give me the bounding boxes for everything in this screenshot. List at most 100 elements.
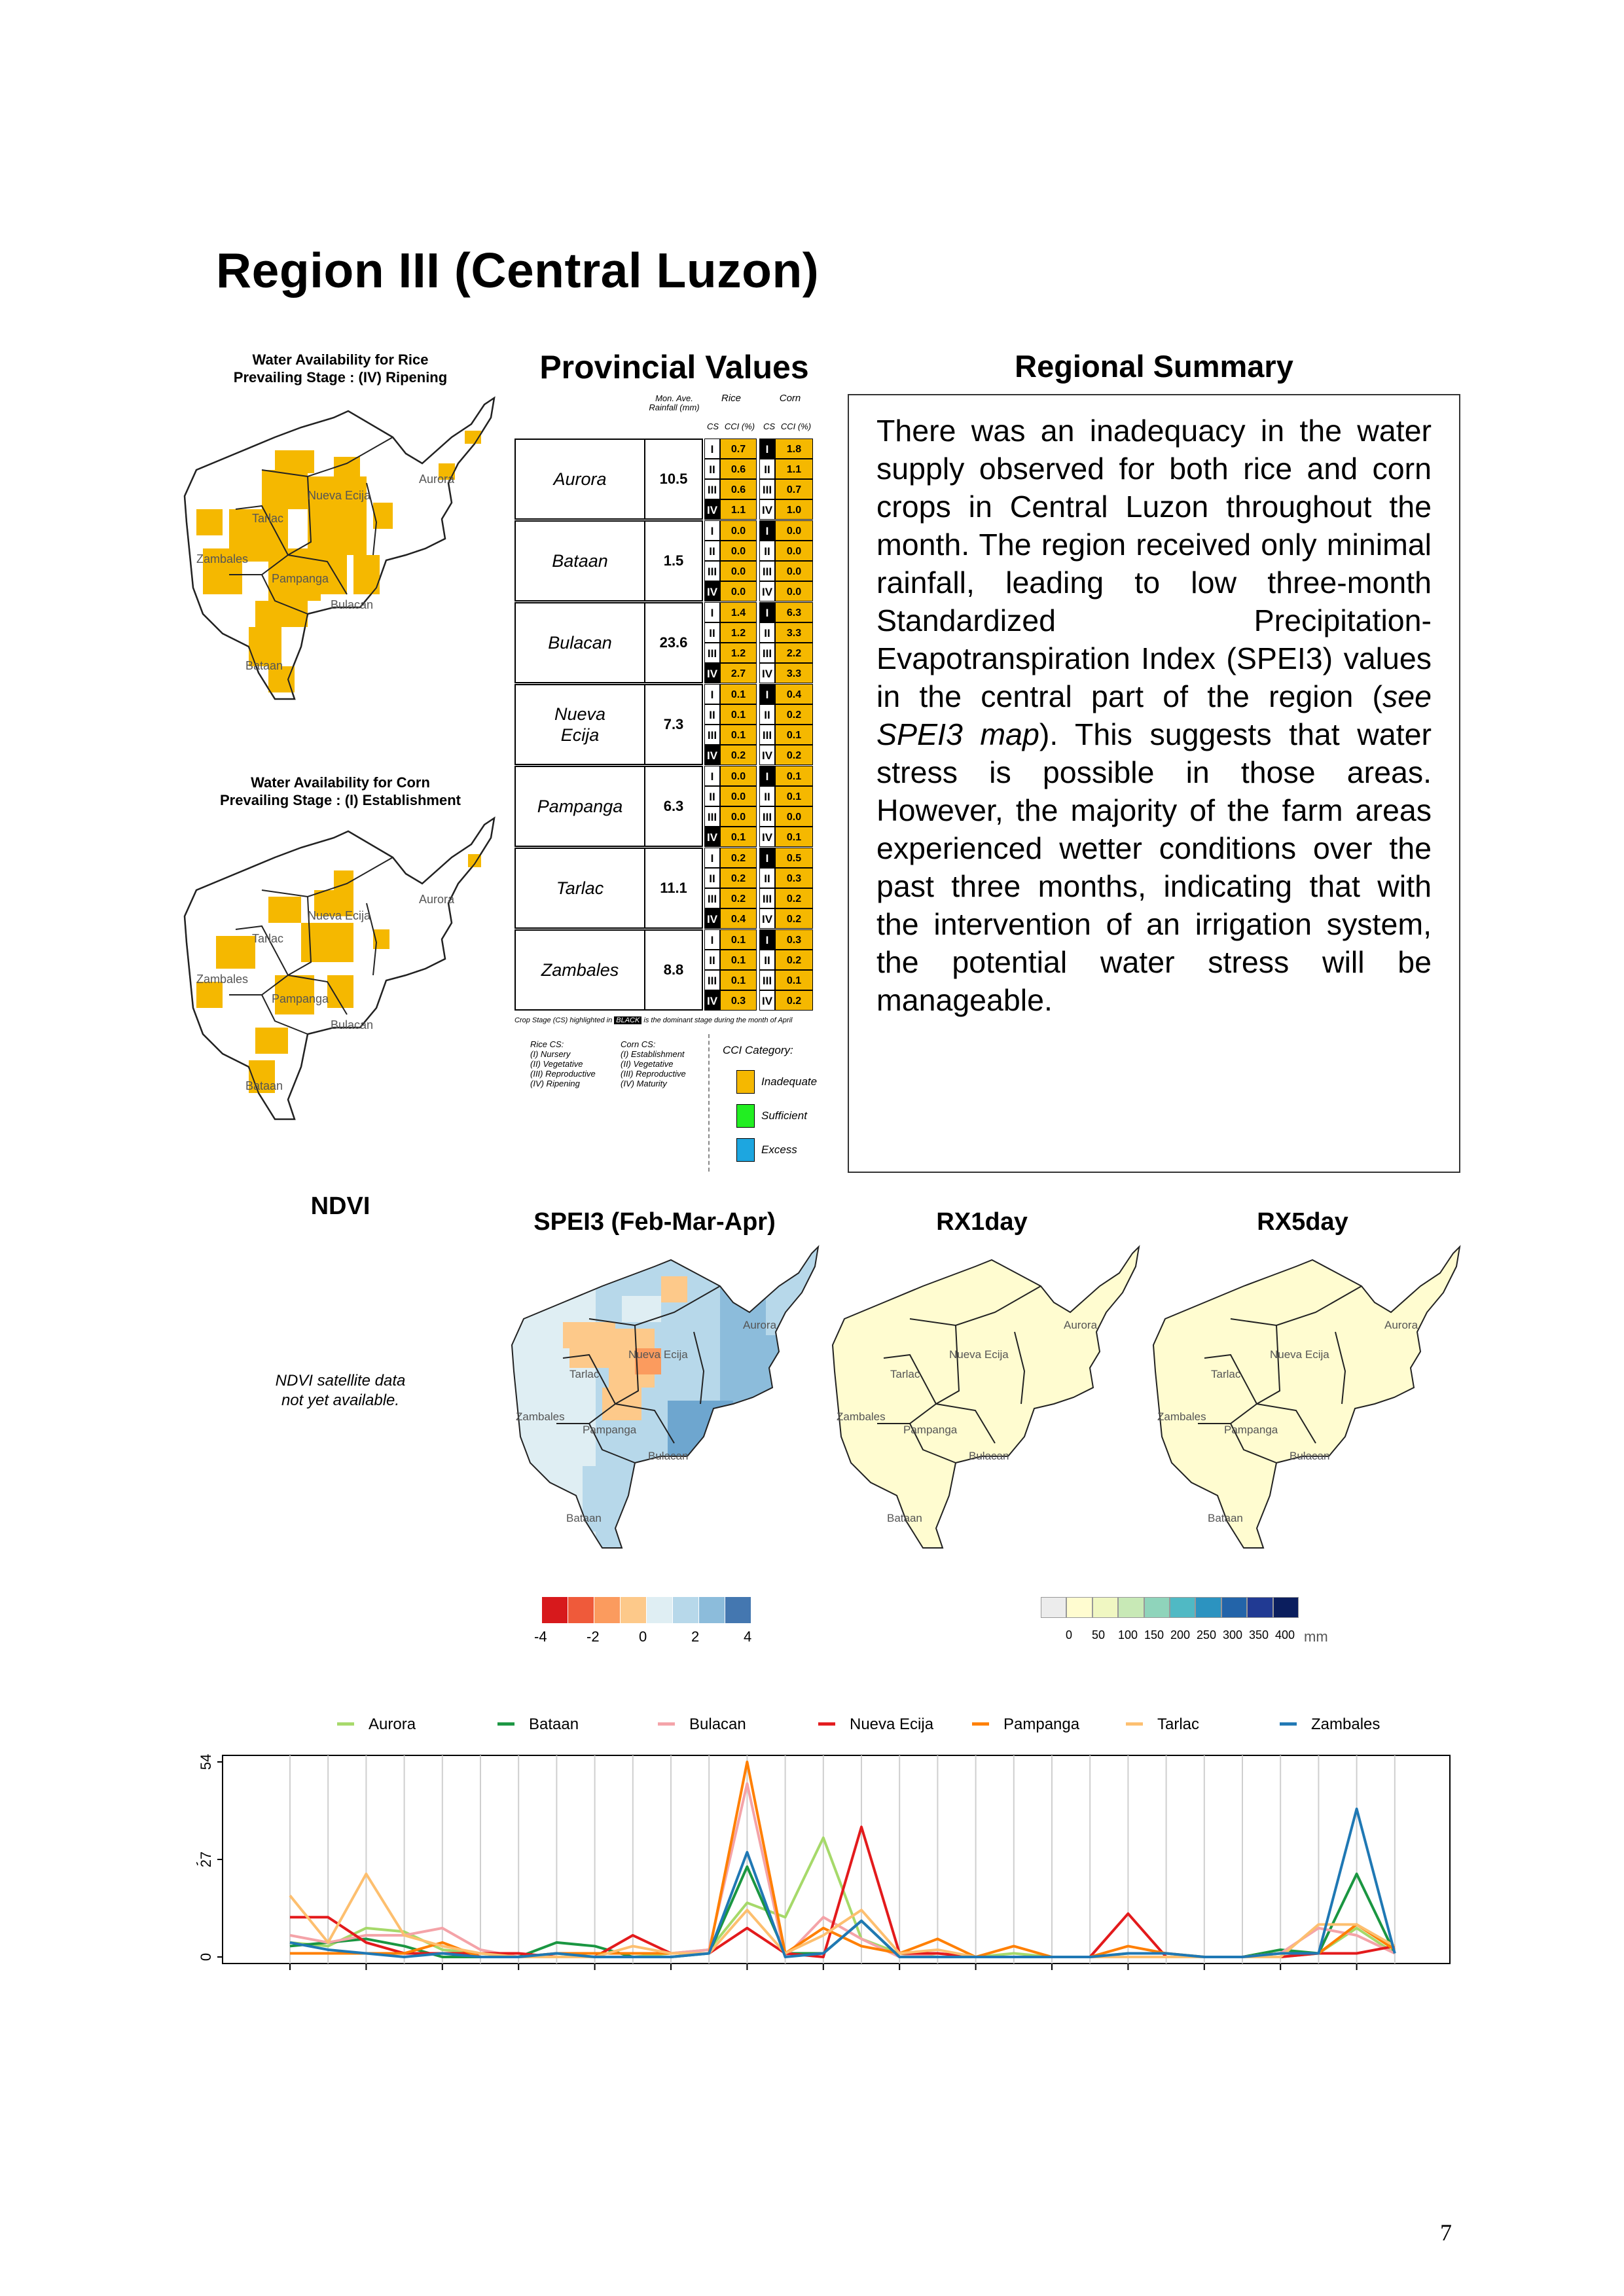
rice-crop-stage: II bbox=[704, 868, 720, 888]
rice-crop-stage: I bbox=[704, 929, 720, 950]
province-row: Tarlac 11.1 I 0.2 I 0.5 II 0.2 II 0.3 III 0.2 III 0.2… bbox=[514, 848, 827, 929]
rx-scale-tick-label: 400 bbox=[1275, 1628, 1295, 1641]
rx-scale-swatch bbox=[1195, 1597, 1221, 1618]
x-axis-tick-label: 11-Apr bbox=[650, 1975, 692, 1977]
legend-label: Tarlac bbox=[1157, 1715, 1199, 1733]
rice-header: Rice bbox=[721, 393, 741, 404]
corn-crop-stage: IV bbox=[759, 827, 775, 847]
svg-text:Zambales: Zambales bbox=[1157, 1410, 1206, 1423]
regional-summary-text: There was an inadequacy in the water sup… bbox=[876, 412, 1432, 1019]
corn-cs-legend-title: Corn CS: bbox=[621, 1039, 656, 1049]
svg-text:Bulacan: Bulacan bbox=[1290, 1450, 1329, 1462]
rx5day-map: Aurora Nueva Ecija Tarlac Zambales Pampa… bbox=[1152, 1245, 1461, 1549]
province-rainfall: 7.3 bbox=[645, 684, 703, 765]
province-name: Bulacan bbox=[514, 602, 645, 683]
province-name: Zambales bbox=[514, 929, 645, 1011]
x-axis-tick-label: 13-Apr bbox=[725, 1975, 768, 1977]
rx-scale-labels: 0 50 100 150 200 250 300 350 400 bbox=[1054, 1628, 1303, 1648]
corn-crop-stage: II bbox=[759, 704, 775, 725]
corn-cci-value: 0.0 bbox=[775, 806, 813, 827]
corn-crop-stage: II bbox=[759, 541, 775, 561]
svg-text:Bataan: Bataan bbox=[245, 1079, 283, 1092]
svg-text:Zambales: Zambales bbox=[196, 973, 248, 986]
rice-cs-item: (I) Nursery bbox=[530, 1049, 571, 1059]
page-title: Region III (Central Luzon) bbox=[216, 243, 820, 298]
corn-cci-value: 0.1 bbox=[775, 766, 813, 786]
corn-crop-stage: II bbox=[759, 459, 775, 479]
corn-crop-stage: II bbox=[759, 622, 775, 643]
corn-cci-value: 3.3 bbox=[775, 663, 813, 683]
svg-text:Aurora: Aurora bbox=[419, 893, 455, 906]
rice-cci-value: 0.0 bbox=[720, 541, 757, 561]
corn-cs-item: (III) Reproductive bbox=[621, 1069, 686, 1079]
rice-cci-value: 0.2 bbox=[720, 745, 757, 765]
rice-cci-value: 0.1 bbox=[720, 827, 757, 847]
rice-crop-stage: IV bbox=[704, 827, 720, 847]
rice-cci-value: 0.1 bbox=[720, 704, 757, 725]
corn-cs-legend: Corn CS: (I) Establishment (II) Vegetati… bbox=[621, 1039, 699, 1088]
x-axis-tick-label: 05-Apr bbox=[421, 1975, 464, 1977]
x-axis-tick-label: 09-Apr bbox=[573, 1975, 617, 1977]
svg-text:Bataan: Bataan bbox=[245, 659, 283, 672]
rx-scale-tick-label: 250 bbox=[1197, 1628, 1217, 1641]
corn-crop-stage: I bbox=[759, 766, 775, 786]
corn-cci-header: CCI (%) bbox=[780, 422, 812, 431]
rice-cci-value: 0.1 bbox=[720, 929, 757, 950]
footnote-black-label: BLACK bbox=[614, 1016, 642, 1024]
corn-cci-value: 0.3 bbox=[775, 868, 813, 888]
rice-cci-value: 0.2 bbox=[720, 848, 757, 868]
x-axis-tick-label: 17-Apr bbox=[878, 1975, 921, 1977]
rice-crop-stage: II bbox=[704, 622, 720, 643]
rice-cci-value: 0.0 bbox=[720, 581, 757, 601]
svg-text:Nueva Ecija: Nueva Ecija bbox=[1270, 1348, 1329, 1361]
corn-map-caption: Water Availability for Corn Prevailing S… bbox=[196, 774, 484, 809]
rice-crop-stage: II bbox=[704, 459, 720, 479]
province-rainfall: 6.3 bbox=[645, 766, 703, 847]
legend-label: Bataan bbox=[529, 1715, 579, 1733]
crop-stage-footnote: Crop Stage (CS) highlighted in BLACK is … bbox=[514, 1016, 842, 1024]
spei3-scale-tick-label: 4 bbox=[744, 1628, 752, 1645]
regional-summary-title: Regional Summary bbox=[1015, 349, 1293, 384]
corn-cs-header: CS bbox=[763, 422, 776, 431]
province-row: Zambales 8.8 I 0.1 I 0.3 II 0.1 II 0.2 III 0.1 III 0.… bbox=[514, 929, 827, 1011]
corn-cci-value: 0.2 bbox=[775, 745, 813, 765]
x-axis-tick-label: 27-Apr bbox=[1259, 1975, 1302, 1977]
corn-header: Corn bbox=[779, 393, 801, 404]
corn-crop-stage: II bbox=[759, 950, 775, 970]
rice-water-availability-map: Aurora Nueva Ecija Tarlac Zambales Pampa… bbox=[183, 396, 496, 700]
corn-crop-stage: IV bbox=[759, 663, 775, 683]
rice-cci-value: 2.7 bbox=[720, 663, 757, 683]
spei3-scale-swatch bbox=[699, 1597, 725, 1623]
corn-cci-value: 0.1 bbox=[775, 786, 813, 806]
corn-cs-item: (IV) Maturity bbox=[621, 1079, 667, 1088]
corn-cci-value: 0.0 bbox=[775, 581, 813, 601]
inadequate-label: Inadequate bbox=[761, 1075, 818, 1088]
rice-crop-stage: II bbox=[704, 704, 720, 725]
inadequate-swatch bbox=[736, 1070, 755, 1094]
svg-text:Aurora: Aurora bbox=[1384, 1319, 1418, 1331]
x-axis-tick-label: 21-Apr bbox=[1030, 1975, 1074, 1977]
province-name: Tarlac bbox=[514, 848, 645, 929]
rx-scale-swatch bbox=[1118, 1597, 1144, 1618]
sufficient-label: Sufficient bbox=[761, 1109, 807, 1122]
rx-scale-swatch bbox=[1221, 1597, 1248, 1618]
corn-cci-value: 3.3 bbox=[775, 622, 813, 643]
category-sufficient: Sufficient bbox=[736, 1099, 817, 1133]
y-axis-tick-label: 0 bbox=[198, 1953, 214, 1961]
rx-scale-swatch bbox=[1092, 1597, 1119, 1618]
rice-crop-stage: I bbox=[704, 848, 720, 868]
spei3-scale-swatch bbox=[542, 1597, 568, 1623]
rice-cci-value: 0.0 bbox=[720, 786, 757, 806]
rice-crop-stage: II bbox=[704, 786, 720, 806]
spei3-scale-swatch bbox=[673, 1597, 699, 1623]
svg-text:Aurora: Aurora bbox=[419, 473, 455, 486]
svg-text:Bataan: Bataan bbox=[887, 1512, 922, 1524]
rx-scale-tick-label: 300 bbox=[1223, 1628, 1243, 1641]
rx-color-scale bbox=[1041, 1597, 1299, 1618]
rx-scale-swatch bbox=[1144, 1597, 1170, 1618]
rice-cci-value: 0.0 bbox=[720, 520, 757, 541]
provincial-values-table: Aurora 10.5 I 0.7 I 1.8 II 0.6 II 1.1 III 0.6 III 0.7… bbox=[514, 439, 827, 1014]
rx1day-map: Aurora Nueva Ecija Tarlac Zambales Pampa… bbox=[831, 1245, 1140, 1549]
rx-scale-tick-label: 50 bbox=[1092, 1628, 1106, 1641]
rice-cci-value: 0.1 bbox=[720, 970, 757, 990]
